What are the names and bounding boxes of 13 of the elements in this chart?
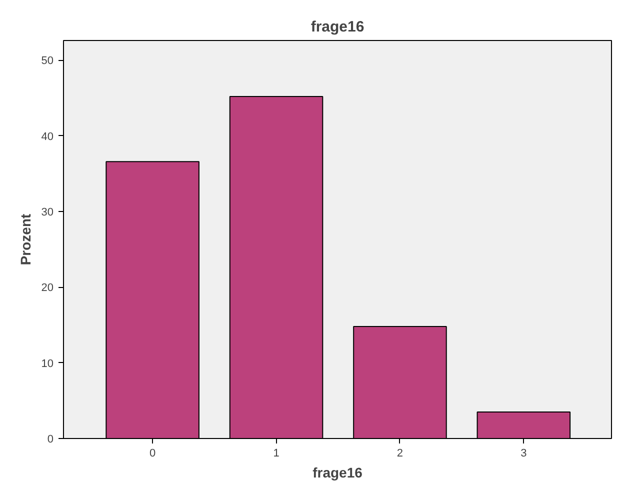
chart-title: frage16: [310, 18, 364, 36]
y-tick-label: 30: [41, 206, 54, 219]
y-tick-label: 0: [47, 434, 54, 446]
x-tick-label: 1: [273, 448, 280, 460]
x-tick-label: 2: [396, 448, 404, 460]
y-tick-label: 40: [41, 130, 54, 143]
y-tick-label: 20: [41, 282, 54, 294]
x-tick-label: 0: [150, 448, 156, 460]
y-tick-label: 10: [41, 358, 54, 370]
x-axis-title: frage16: [312, 464, 363, 480]
y-axis-title: Prozent: [17, 213, 34, 266]
y-tick-label: 50: [41, 55, 54, 68]
x-tick-label: 3: [520, 448, 527, 460]
